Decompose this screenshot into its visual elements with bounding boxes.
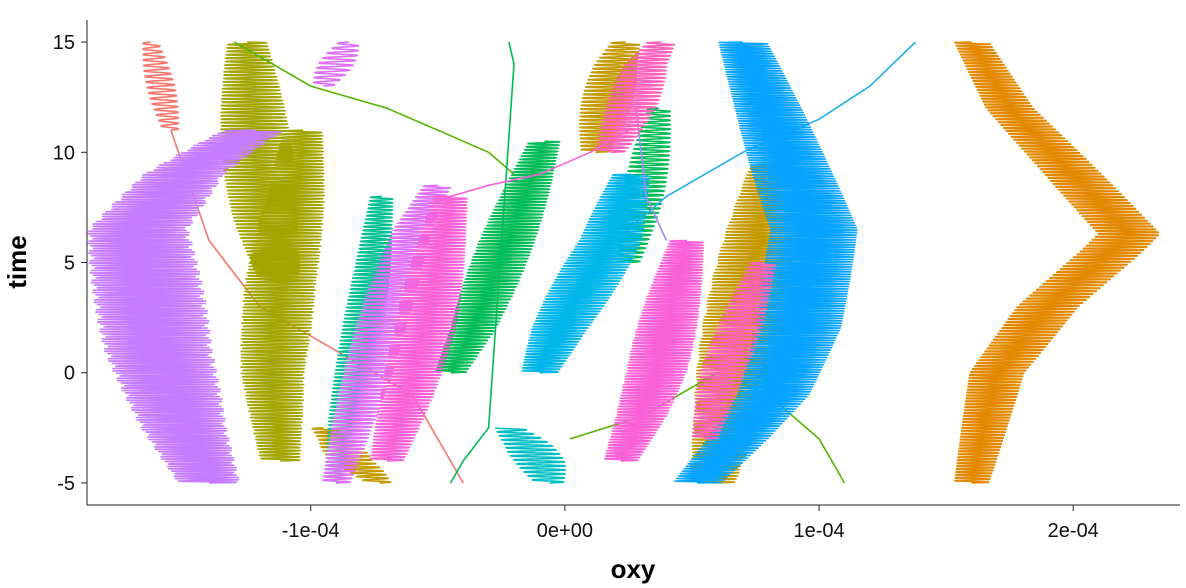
series-line-26 — [596, 41, 676, 154]
series-line-15 — [494, 427, 567, 484]
x-tick-label: 1e-04 — [793, 520, 844, 542]
series-layer — [87, 41, 1160, 484]
y-axis-title: time — [2, 235, 32, 288]
series-line-23 — [369, 195, 468, 462]
y-tick-label: 5 — [64, 253, 75, 275]
series-line-13 — [449, 41, 515, 484]
y-axis-ticks: -5 0 5 10 15 — [53, 32, 87, 495]
x-axis-ticks: -1e-04 0e+00 1e-04 2e-04 — [282, 505, 1099, 542]
series-line-24 — [604, 239, 705, 462]
y-tick-label: 15 — [53, 32, 75, 54]
series-line-1 — [142, 41, 180, 131]
series-line-7 — [579, 41, 641, 154]
x-axis-title: oxy — [611, 554, 656, 584]
series-line-19 — [635, 108, 668, 241]
series-line-22 — [312, 41, 360, 87]
y-tick-label: -5 — [57, 473, 75, 495]
x-tick-label: 0e+00 — [537, 520, 593, 542]
series-line-27 — [691, 261, 776, 440]
series-line-11 — [435, 140, 561, 374]
x-tick-label: -1e-04 — [282, 520, 340, 542]
series-line-9 — [233, 41, 515, 175]
series-line-21 — [322, 184, 452, 484]
x-tick-label: 2e-04 — [1048, 520, 1099, 542]
y-tick-label: 10 — [53, 142, 75, 164]
series-line-3 — [954, 41, 1160, 484]
series-line-18 — [673, 41, 858, 484]
series-line-17 — [521, 173, 650, 374]
y-tick-label: 0 — [64, 363, 75, 385]
series-line-20 — [87, 129, 282, 484]
series-line-4 — [240, 129, 326, 462]
